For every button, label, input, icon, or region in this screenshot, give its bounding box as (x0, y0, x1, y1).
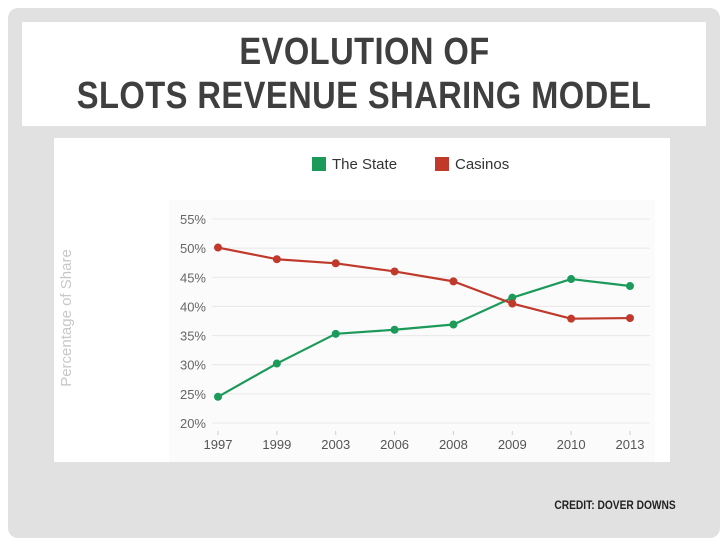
title-box: EVOLUTION OF SLOTS REVENUE SHARING MODEL (22, 22, 706, 126)
data-point-the-state[interactable] (331, 329, 340, 338)
slide-title-line-1: EVOLUTION OF (238, 31, 490, 73)
chart-series (214, 243, 634, 401)
x-tick-label: 2008 (439, 437, 468, 452)
legend-swatch (435, 157, 449, 171)
y-tick-label: 45% (180, 270, 206, 285)
slide-title-line-2: SLOTS REVENUE SHARING MODEL (76, 75, 652, 117)
y-axis-tick-labels: 55% 50% 45% 40% 35% 30% 25% 20% (180, 212, 206, 431)
x-tick-label: 2009 (498, 437, 527, 452)
y-tick-label: 50% (180, 241, 206, 256)
x-tick-label: 2010 (557, 437, 586, 452)
data-point-casinos[interactable] (272, 255, 281, 264)
x-tick-label: 2013 (616, 437, 645, 452)
line-chart: The State Casinos 55% 50% 45% 40% 35% 30% 25% 20… (58, 156, 655, 462)
x-axis-tick-labels: 1997 1999 2003 2006 2008 2009 2010 2013 (204, 431, 645, 452)
y-tick-label: 55% (180, 212, 206, 227)
legend-label[interactable]: The State (332, 156, 397, 173)
credit-text: CREDIT: DOVER DOWNS (554, 498, 676, 512)
x-tick-label: 2003 (321, 437, 350, 452)
x-tick-label: 2006 (380, 437, 409, 452)
x-tick-label: 1999 (262, 437, 291, 452)
data-point-the-state[interactable] (214, 392, 222, 401)
series-line-casinos (217, 246, 631, 320)
y-axis-label: Percentage of Share (58, 249, 75, 387)
y-tick-label: 25% (180, 387, 206, 402)
data-point-casinos[interactable] (449, 277, 458, 286)
series-line-the-state (217, 277, 631, 398)
plot-area (169, 200, 655, 462)
y-tick-label: 20% (180, 416, 206, 431)
y-tick-label: 35% (180, 329, 206, 344)
chart-legend: The State Casinos (312, 156, 509, 173)
legend-label[interactable]: Casinos (455, 156, 509, 173)
data-point-the-state[interactable] (272, 359, 281, 368)
data-point-the-state[interactable] (449, 320, 458, 329)
x-tick-label: 1997 (204, 437, 233, 452)
chart-panel: The State Casinos 55% 50% 45% 40% 35% 30% 25% 20… (54, 138, 670, 462)
data-point-the-state[interactable] (508, 293, 517, 302)
legend-swatch (312, 157, 326, 171)
y-tick-label: 40% (180, 299, 206, 314)
data-point-casinos[interactable] (214, 243, 222, 252)
data-point-casinos[interactable] (567, 314, 576, 323)
data-point-the-state[interactable] (390, 325, 399, 334)
data-point-casinos[interactable] (331, 259, 340, 268)
data-point-casinos[interactable] (508, 299, 517, 308)
data-point-casinos[interactable] (390, 267, 399, 276)
data-point-the-state[interactable] (626, 282, 634, 291)
y-tick-label: 30% (180, 358, 206, 373)
data-point-casinos[interactable] (626, 314, 634, 323)
data-point-the-state[interactable] (567, 275, 576, 284)
